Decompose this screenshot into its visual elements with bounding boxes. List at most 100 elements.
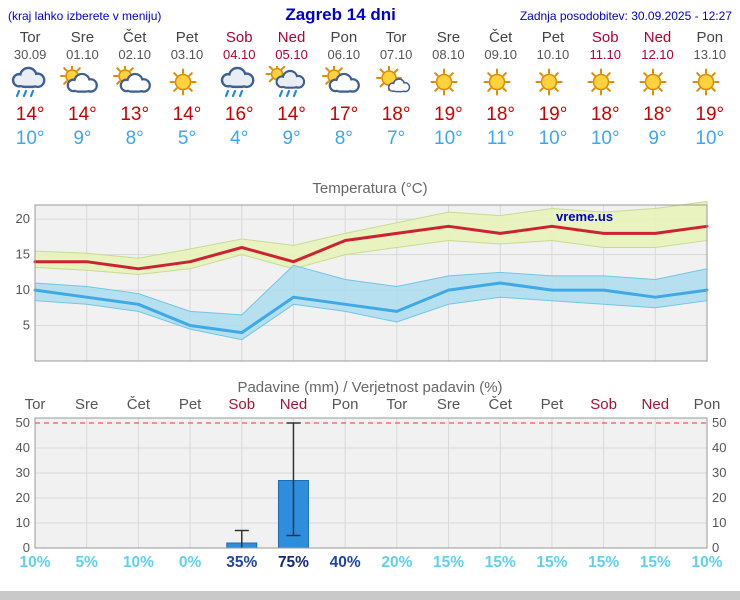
precip-day-label: Sob [590,396,617,413]
day-name: Pet [541,29,565,46]
precip-y-tick-label: 10 [16,515,30,530]
temp-min-value: 8° [334,128,353,149]
temp-max-value: 16° [224,104,254,125]
temp-min-value: 9° [648,128,667,149]
day-date: 09.10 [484,47,517,62]
day-date: 30.09 [13,47,47,62]
precip-probability-label: 0% [179,554,202,571]
day-name: Tor [385,29,407,46]
day-date: 05.10 [275,47,308,62]
bottom-scrollbar[interactable] [0,591,740,600]
temp-max-value: 18° [590,104,620,125]
temp-y-tick-label: 10 [16,282,30,297]
forecast-day-column: Sre 01.10 14° 9° [56,29,108,150]
day-date: 02.10 [118,47,151,62]
temp-max-value: 17° [329,104,359,125]
forecast-day-column: Sre 08.10 19° 10° [422,29,474,150]
precipitation-chart-title: Padavine (mm) / Verjetnost padavin (%) [237,379,503,396]
precip-day-label: Čet [489,396,513,413]
precip-plot-area [35,418,707,548]
precip-probability-label: 40% [330,554,361,571]
forecast-day-column: Tor 07.10 18° 7° [370,29,422,150]
precip-probability-label: 35% [226,554,257,571]
temp-max-value: 18° [486,104,516,125]
day-date: 11.10 [589,47,622,62]
weather-icon-sunny [579,66,631,100]
temp-plot-border [34,204,708,362]
precip-day-label: Sre [75,396,98,413]
watermark-vreme-us[interactable]: vreme.us [556,209,613,224]
precip-probability-label: 10% [691,554,722,571]
weather-icon-sun-cloud [370,66,422,100]
precip-plot-border [34,417,708,549]
precip-probability-label: 75% [278,554,309,571]
temp-max-value: 19° [538,104,568,125]
forecast-day-column: Čet 02.10 13° 8° [109,29,161,150]
weather-icon-rain-cloud [4,66,56,100]
forecast-day-column: Pet 10.10 19° 10° [527,29,579,150]
day-name: Sob [225,29,253,46]
day-name: Ned [643,29,672,46]
temperature-chart-title: Temperatura (°C) [312,180,428,197]
precip-probability-label: 15% [485,554,516,571]
temp-y-tick-label: 20 [16,211,30,226]
day-date: 12.10 [641,47,674,62]
last-update-text: Zadnja posodobitev: 30.09.2025 - 12:27 [519,9,732,23]
forecast-day-column: Tor 30.09 14° 10° [4,29,56,150]
precip-y-tick-label: 0 [23,540,30,555]
weather-icon-sunny [161,66,213,100]
temp-max-value: 13° [120,104,150,125]
weather-icon-partly-cloudy [318,66,370,100]
forecast-day-column: Sob 04.10 16° 4° [213,29,265,150]
day-name: Pon [330,29,358,46]
precip-day-label: Ned [642,396,670,413]
precip-day-label: Čet [127,396,151,413]
temp-min-value: 9° [73,128,92,149]
day-date: 06.10 [327,47,361,62]
precip-y-tick-label: 30 [712,465,726,480]
precip-y-tick-label: 0 [712,540,719,555]
temp-min-line [33,281,709,335]
menu-hint-text: (kraj lahko izberete v meniju) [8,9,162,23]
weather-icon-rain-cloud [213,66,265,100]
day-name: Tor [19,29,41,46]
precip-day-label: Pet [541,396,564,413]
day-date: 08.10 [432,47,465,62]
weather-icon-sunny [422,66,474,100]
precip-day-label: Ned [280,396,308,413]
temp-max-value: 14° [68,104,97,125]
precip-y-tick-label: 20 [16,490,30,505]
forecast-strip: Tor 30.09 14° 10° Sre 01.10 14° 9° Čet 02.10 13° 8°… [0,29,740,150]
precip-y-tick-label: 10 [712,515,726,530]
forecast-day-column: Čet 09.10 18° 11° [475,29,527,150]
forecast-day-column: Ned 05.10 14° 9° [265,29,317,150]
day-name: Čet [123,29,147,46]
page-title: Zagreb 14 dni [285,5,396,24]
precip-probability-label: 15% [536,554,567,571]
precipitation-chart: Tor Sre Čet Pet Sob Ned Pon Tor Sre Čet Pet Sob Ned P… [16,396,727,571]
day-date: 10.10 [536,47,570,62]
temp-min-value: 11° [487,128,515,149]
temp-max-value: 14° [277,104,306,125]
precip-probability-label: 10% [19,554,50,571]
weather-icon-partly-cloudy [56,66,108,100]
day-name: Sre [436,29,461,46]
precip-day-label: Sre [437,396,460,413]
temp-min-value: 10° [590,128,620,149]
day-name: Ned [277,29,306,46]
temp-y-tick-label: 15 [16,247,30,262]
temp-y-tick-label: 5 [23,318,30,333]
temp-max-value: 14° [172,104,202,125]
page-header: (kraj lahko izberete v meniju) Zagreb 14… [0,0,740,25]
precip-probability-label: 15% [640,554,671,571]
weather-icon-sunny [684,66,736,100]
day-name: Čet [489,29,513,46]
precip-probability-label: 15% [588,554,619,571]
precip-day-label: Pon [332,396,359,413]
temp-max-value: 19° [695,104,725,125]
day-date: 01.10 [66,47,99,62]
forecast-day-column: Ned 12.10 18° 9° [631,29,683,150]
precip-day-label: Pet [179,396,202,413]
day-name: Pon [696,29,724,46]
